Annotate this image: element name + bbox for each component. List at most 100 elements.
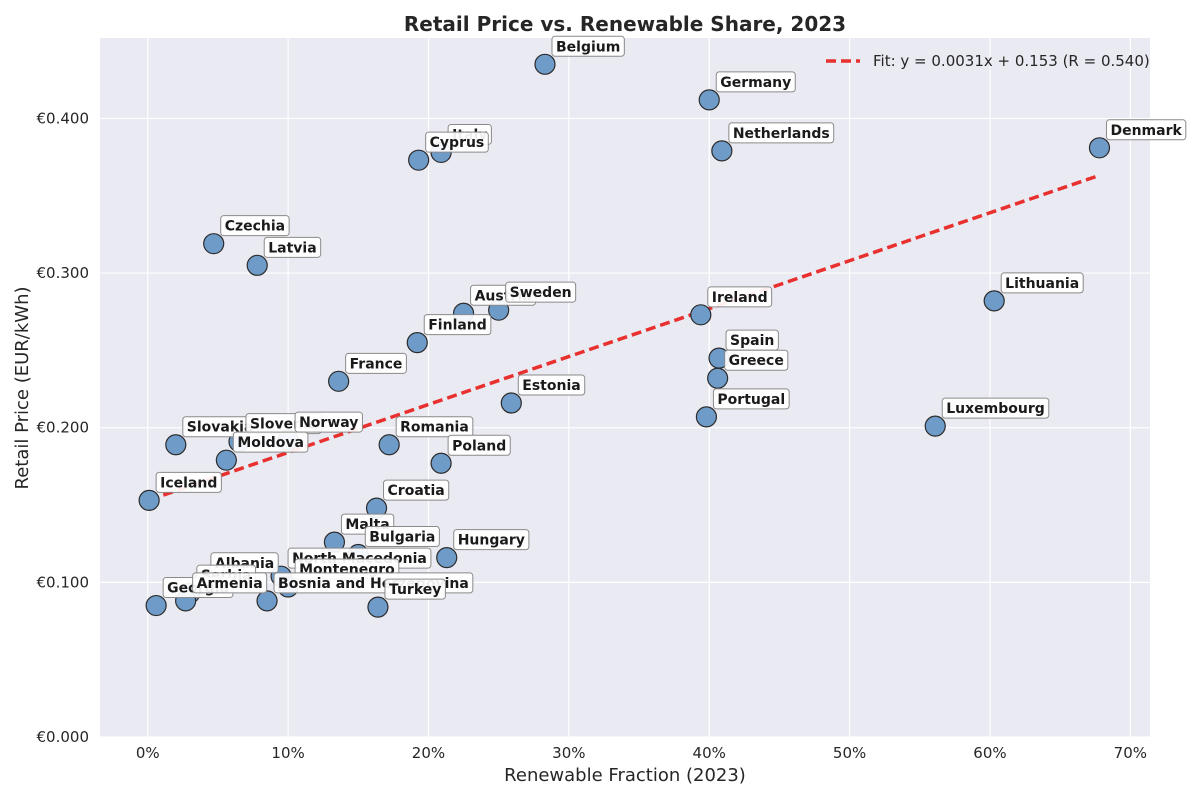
label-box xyxy=(155,471,222,493)
point-estonia xyxy=(500,392,522,414)
label-box xyxy=(1105,119,1187,141)
label-denmark: Denmark xyxy=(1105,119,1187,141)
point-denmark xyxy=(1088,137,1111,159)
x-axis-ticks: 0% 10% 20% 30% 40% 50% 60% 70% xyxy=(136,744,1147,762)
point-cyprus xyxy=(408,149,430,171)
label-cyprus: Cyprus xyxy=(425,131,489,153)
label-text: Estonia xyxy=(522,378,580,394)
label-croatia: Croatia xyxy=(383,479,450,501)
label-box xyxy=(505,281,577,303)
label-box xyxy=(517,374,586,396)
label-text: Croatia xyxy=(388,483,445,499)
label-text: Poland xyxy=(452,438,506,454)
y-tick-label: €0.300 xyxy=(37,264,90,282)
label-box xyxy=(715,71,796,93)
legend: Fit: y = 0.0031x + 0.153 (R = 0.540) xyxy=(826,52,1150,70)
point-france xyxy=(328,370,350,392)
label-box xyxy=(425,131,489,153)
label-spain: Spain xyxy=(725,329,779,351)
point-germany xyxy=(698,89,720,111)
label-box xyxy=(423,314,492,336)
label-armenia: Armenia xyxy=(192,572,268,594)
point-luxembourg xyxy=(924,415,946,437)
label-text: Hungary xyxy=(458,533,525,549)
label-text: Germany xyxy=(720,75,791,91)
label-box xyxy=(263,236,322,258)
x-tick-label: 50% xyxy=(833,744,866,762)
label-text: Lithuania xyxy=(1005,276,1079,292)
label-box xyxy=(232,431,309,453)
point-greece xyxy=(707,367,729,389)
label-text: Moldova xyxy=(237,435,304,451)
label-text: Netherlands xyxy=(733,126,830,142)
label-box xyxy=(220,215,290,237)
label-netherlands: Netherlands xyxy=(728,122,835,144)
label-text: Spain xyxy=(730,333,774,349)
label-latvia: Latvia xyxy=(263,236,322,258)
point-georgia xyxy=(145,594,167,617)
label-box xyxy=(551,35,625,57)
label-box xyxy=(364,526,440,548)
point-netherlands xyxy=(711,140,733,162)
x-tick-label: 20% xyxy=(412,744,445,762)
x-tick-label: 70% xyxy=(1114,744,1147,762)
x-tick-label: 60% xyxy=(973,744,1006,762)
label-text: Belgium xyxy=(556,39,620,55)
point-bosnia-and-herzegovina xyxy=(256,590,278,612)
label-box xyxy=(728,122,835,144)
label-text: Bulgaria xyxy=(369,530,435,546)
point-belgium xyxy=(534,53,556,75)
label-finland: Finland xyxy=(423,314,492,336)
label-hungary: Hungary xyxy=(453,529,530,551)
point-turkey xyxy=(367,596,389,618)
label-estonia: Estonia xyxy=(517,374,586,396)
label-portugal: Portugal xyxy=(712,388,790,410)
label-box xyxy=(1000,272,1084,294)
label-text: Armenia xyxy=(197,576,263,592)
point-labels: BelgiumGermanyItalyCyprusNetherlandsDenm… xyxy=(155,35,1187,600)
label-belgium: Belgium xyxy=(551,35,625,57)
label-text: Latvia xyxy=(268,240,316,256)
label-text: Portugal xyxy=(717,392,785,408)
point-poland xyxy=(430,452,452,474)
label-text: Sweden xyxy=(510,285,572,301)
label-box xyxy=(941,397,1050,419)
label-box xyxy=(447,434,511,456)
x-tick-label: 40% xyxy=(693,744,726,762)
label-poland: Poland xyxy=(447,434,511,456)
x-tick-label: 10% xyxy=(271,744,304,762)
label-turkey: Turkey xyxy=(384,578,446,600)
label-box xyxy=(192,572,268,594)
label-box xyxy=(395,416,474,438)
label-ireland: Ireland xyxy=(707,286,773,308)
label-box xyxy=(383,479,450,501)
label-text: Norway xyxy=(299,415,358,431)
label-text: Denmark xyxy=(1110,123,1182,139)
y-axis-title: Retail Price (EUR/kWh) xyxy=(12,286,33,489)
label-text: Finland xyxy=(428,318,487,334)
label-czechia: Czechia xyxy=(220,215,290,237)
point-slovakia xyxy=(165,434,187,456)
label-text: France xyxy=(350,356,403,372)
label-box xyxy=(724,349,789,371)
y-axis-ticks: €0.000 €0.100 €0.200 €0.300 €0.400 xyxy=(37,109,90,746)
label-box xyxy=(707,286,773,308)
point-finland xyxy=(406,332,428,354)
label-box xyxy=(384,578,446,600)
label-box xyxy=(453,529,530,551)
label-box xyxy=(712,388,790,410)
y-tick-label: €0.200 xyxy=(37,419,90,437)
label-moldova: Moldova xyxy=(232,431,309,453)
legend-fit-label: Fit: y = 0.0031x + 0.153 (R = 0.540) xyxy=(873,52,1150,70)
label-bulgaria: Bulgaria xyxy=(364,526,440,548)
label-lithuania: Lithuania xyxy=(1000,272,1084,294)
point-lithuania xyxy=(983,290,1005,312)
label-greece: Greece xyxy=(724,349,789,371)
point-hungary xyxy=(436,547,458,569)
x-tick-label: 30% xyxy=(552,744,585,762)
y-tick-label: €0.000 xyxy=(37,728,90,746)
label-text: Romania xyxy=(400,420,469,436)
point-portugal xyxy=(695,406,718,428)
label-box xyxy=(345,352,407,374)
